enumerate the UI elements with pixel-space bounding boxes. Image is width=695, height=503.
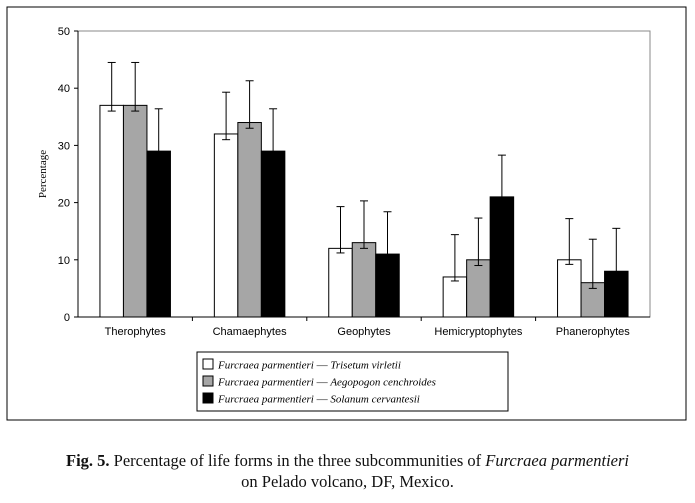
bar — [260, 150, 286, 318]
legend-entry: Furcraea parmentieri — Aegopogon cenchro… — [217, 377, 436, 389]
legend-entry: Furcraea parmentieri — Trisetum virletii — [217, 360, 401, 372]
y-tick-label: 40 — [58, 83, 70, 95]
bar — [442, 276, 468, 318]
caption-label: Fig. 5. — [65, 451, 110, 470]
caption-text-before: Percentage of life forms in the three su… — [109, 451, 486, 470]
bar — [146, 150, 171, 318]
bar — [328, 247, 353, 318]
figure-caption: Fig. 5. Percentage of life forms in the … — [0, 450, 695, 492]
legend-swatch — [202, 392, 214, 404]
bar — [122, 104, 148, 318]
x-tick-label: Geophytes — [337, 326, 391, 338]
bar-group — [99, 104, 629, 318]
caption-line-2: on Pelado volcano, DF, Mexico. — [241, 472, 454, 491]
bar — [604, 270, 629, 318]
x-tick-label: Chamaephytes — [213, 326, 287, 338]
y-tick-label: 20 — [58, 198, 70, 210]
bar — [466, 259, 491, 318]
bar — [557, 259, 582, 318]
x-tick-label: Hemicryptophytes — [434, 326, 523, 338]
caption-line-1: Fig. 5. Percentage of life forms in the … — [0, 450, 695, 471]
error-bar-group — [107, 61, 621, 289]
legend-box — [196, 351, 509, 412]
bar — [351, 242, 377, 318]
bar — [213, 133, 239, 318]
legend-entry: Furcraea parmentieri — Solanum cervantes… — [217, 394, 420, 406]
legend-swatch — [202, 375, 214, 387]
y-tick-label: 30 — [58, 140, 70, 152]
bar — [375, 253, 400, 318]
bar — [237, 122, 262, 318]
legend-swatch — [202, 358, 214, 370]
x-tick-label: Phanerophytes — [556, 326, 630, 338]
y-tick-label: 10 — [58, 255, 70, 267]
y-tick-label: 0 — [64, 312, 70, 324]
bar — [99, 104, 124, 318]
bar — [489, 196, 515, 318]
legend: Furcraea parmentieri — Trisetum virletii… — [196, 351, 509, 412]
x-tick-label: Therophytes — [105, 326, 167, 338]
y-tick-group: 0 10 20 30 40 50 — [58, 26, 78, 324]
x-tick-label-group: Therophytes Chamaephytes Geophytes Hemicryp… — [105, 317, 630, 338]
y-axis-title: Percentage — [37, 150, 49, 198]
caption-species: Furcraea parmentieri — [485, 451, 630, 470]
y-tick-label: 50 — [58, 26, 70, 38]
